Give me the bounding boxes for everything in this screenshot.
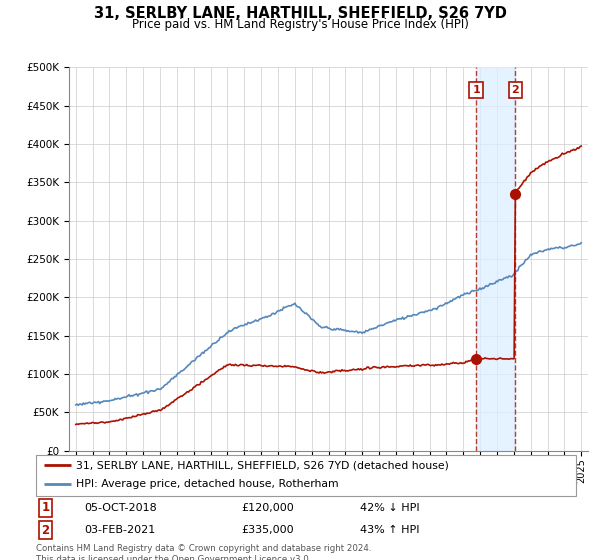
Text: 03-FEB-2021: 03-FEB-2021: [85, 525, 156, 535]
Text: 31, SERLBY LANE, HARTHILL, SHEFFIELD, S26 7YD (detached house): 31, SERLBY LANE, HARTHILL, SHEFFIELD, S2…: [77, 460, 449, 470]
FancyBboxPatch shape: [36, 455, 576, 496]
Text: Contains HM Land Registry data © Crown copyright and database right 2024.
This d: Contains HM Land Registry data © Crown c…: [36, 544, 371, 560]
Text: 1: 1: [472, 85, 480, 95]
Text: £120,000: £120,000: [241, 503, 294, 513]
Text: 43% ↑ HPI: 43% ↑ HPI: [360, 525, 419, 535]
Text: 42% ↓ HPI: 42% ↓ HPI: [360, 503, 419, 513]
Text: £335,000: £335,000: [241, 525, 294, 535]
Text: 31, SERLBY LANE, HARTHILL, SHEFFIELD, S26 7YD: 31, SERLBY LANE, HARTHILL, SHEFFIELD, S2…: [94, 6, 506, 21]
Text: Price paid vs. HM Land Registry's House Price Index (HPI): Price paid vs. HM Land Registry's House …: [131, 18, 469, 31]
Text: 05-OCT-2018: 05-OCT-2018: [85, 503, 157, 513]
Text: HPI: Average price, detached house, Rotherham: HPI: Average price, detached house, Roth…: [77, 479, 339, 489]
Text: 2: 2: [41, 524, 50, 537]
Text: 1: 1: [41, 501, 50, 515]
Text: 2: 2: [511, 85, 519, 95]
Bar: [476, 67, 515, 451]
